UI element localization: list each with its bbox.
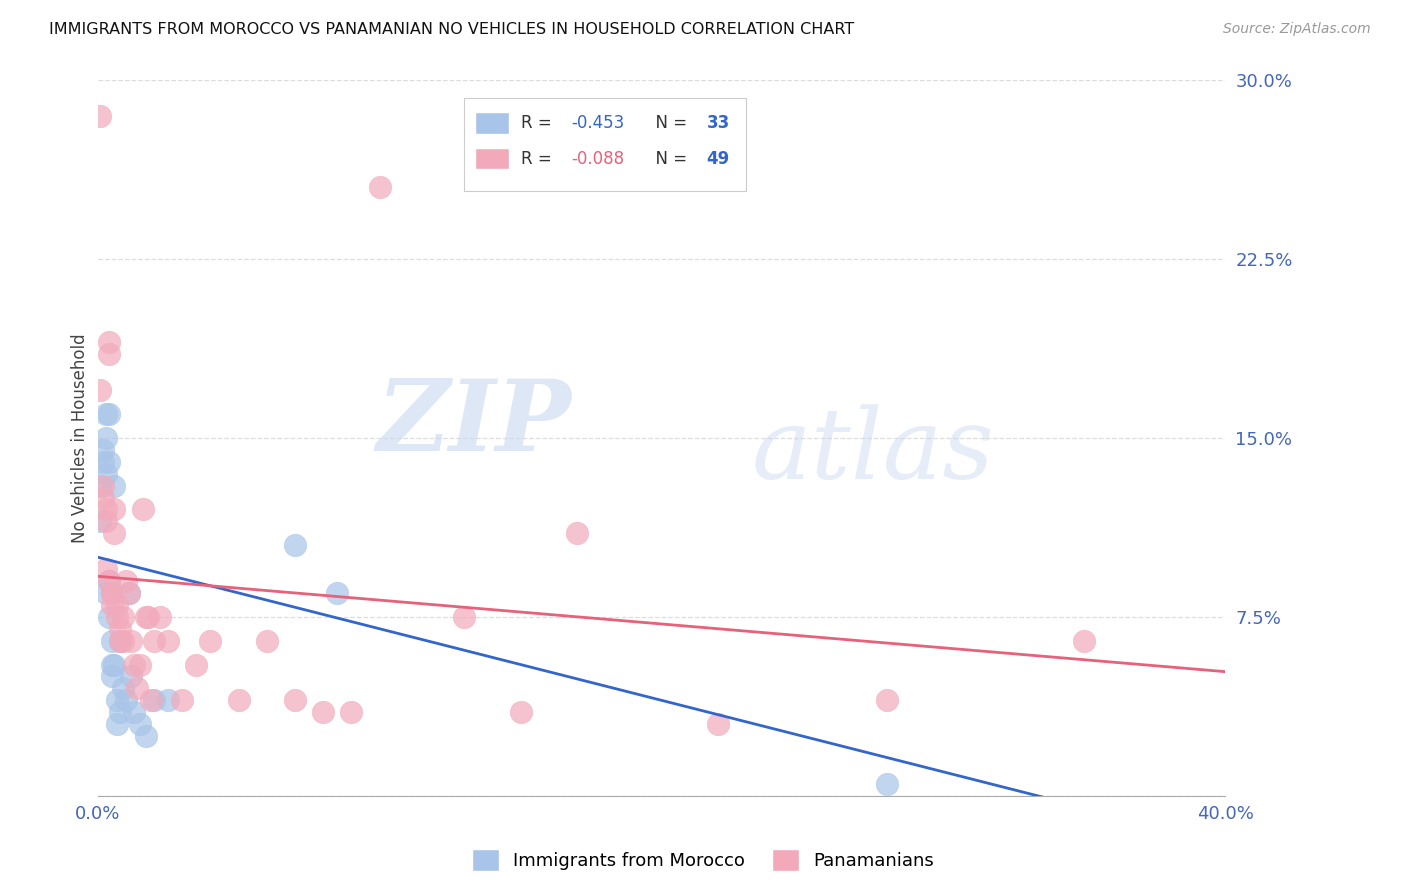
Point — [453, 609, 475, 624]
Point — [94, 586, 117, 600]
Point — [94, 431, 117, 445]
Point — [105, 598, 128, 612]
Point — [103, 478, 125, 492]
Text: -0.453: -0.453 — [571, 114, 624, 132]
Point — [565, 526, 588, 541]
Point — [100, 598, 122, 612]
Point — [97, 335, 120, 350]
Point — [117, 586, 139, 600]
Point — [111, 609, 134, 624]
Point — [312, 705, 335, 719]
Point — [141, 693, 163, 707]
Point — [111, 633, 134, 648]
Text: atlas: atlas — [752, 405, 994, 500]
Point — [97, 407, 120, 421]
Point — [114, 574, 136, 588]
Point — [122, 657, 145, 672]
Point — [128, 717, 150, 731]
Point — [340, 705, 363, 719]
Point — [94, 467, 117, 481]
Text: 49: 49 — [707, 150, 730, 168]
Point — [131, 502, 153, 516]
Point — [326, 586, 349, 600]
Point — [143, 693, 166, 707]
Point — [91, 442, 114, 457]
Point — [134, 609, 156, 624]
Point — [117, 586, 139, 600]
Point — [111, 681, 134, 696]
Text: R =: R = — [520, 150, 557, 168]
Point — [100, 586, 122, 600]
Point — [876, 693, 898, 707]
Point — [122, 705, 145, 719]
Point — [186, 657, 208, 672]
Text: IMMIGRANTS FROM MOROCCO VS PANAMANIAN NO VEHICLES IN HOUSEHOLD CORRELATION CHART: IMMIGRANTS FROM MOROCCO VS PANAMANIAN NO… — [49, 22, 855, 37]
Y-axis label: No Vehicles in Household: No Vehicles in Household — [72, 333, 89, 542]
Point — [108, 622, 131, 636]
Point — [200, 633, 222, 648]
Point — [368, 180, 391, 194]
Point — [103, 526, 125, 541]
Point — [89, 515, 111, 529]
Point — [149, 609, 172, 624]
Point — [108, 633, 131, 648]
Point — [97, 574, 120, 588]
Point — [94, 562, 117, 576]
Point — [94, 515, 117, 529]
Point — [105, 693, 128, 707]
Point — [89, 383, 111, 397]
Point — [136, 609, 159, 624]
Point — [172, 693, 194, 707]
Point — [707, 717, 730, 731]
Point — [125, 681, 148, 696]
Point — [108, 705, 131, 719]
Legend: Immigrants from Morocco, Panamanians: Immigrants from Morocco, Panamanians — [464, 842, 942, 879]
Text: N =: N = — [644, 114, 692, 132]
Point — [91, 455, 114, 469]
Point — [157, 693, 180, 707]
Point — [100, 669, 122, 683]
Text: ZIP: ZIP — [377, 376, 571, 472]
Point — [120, 669, 142, 683]
Point — [134, 729, 156, 743]
Point — [157, 633, 180, 648]
FancyBboxPatch shape — [475, 112, 509, 134]
Point — [103, 502, 125, 516]
Point — [143, 633, 166, 648]
Point — [876, 777, 898, 791]
Point — [100, 633, 122, 648]
Point — [100, 586, 122, 600]
Point — [284, 538, 307, 552]
Point — [94, 407, 117, 421]
Point — [97, 347, 120, 361]
Point — [114, 693, 136, 707]
Point — [284, 693, 307, 707]
Point — [94, 502, 117, 516]
Point — [228, 693, 250, 707]
Text: 33: 33 — [707, 114, 730, 132]
Point — [91, 491, 114, 505]
Point — [256, 633, 278, 648]
Text: N =: N = — [644, 150, 692, 168]
Point — [509, 705, 531, 719]
FancyBboxPatch shape — [464, 98, 747, 191]
Point — [128, 657, 150, 672]
Text: R =: R = — [520, 114, 557, 132]
Point — [89, 109, 111, 123]
Point — [97, 455, 120, 469]
Point — [1073, 633, 1095, 648]
Point — [97, 609, 120, 624]
Point — [100, 657, 122, 672]
Point — [89, 478, 111, 492]
Point — [105, 717, 128, 731]
Text: -0.088: -0.088 — [571, 150, 624, 168]
Point — [120, 633, 142, 648]
Point — [105, 609, 128, 624]
FancyBboxPatch shape — [475, 148, 509, 169]
Point — [103, 657, 125, 672]
Point — [91, 478, 114, 492]
Text: Source: ZipAtlas.com: Source: ZipAtlas.com — [1223, 22, 1371, 37]
Point — [108, 633, 131, 648]
Point — [97, 574, 120, 588]
